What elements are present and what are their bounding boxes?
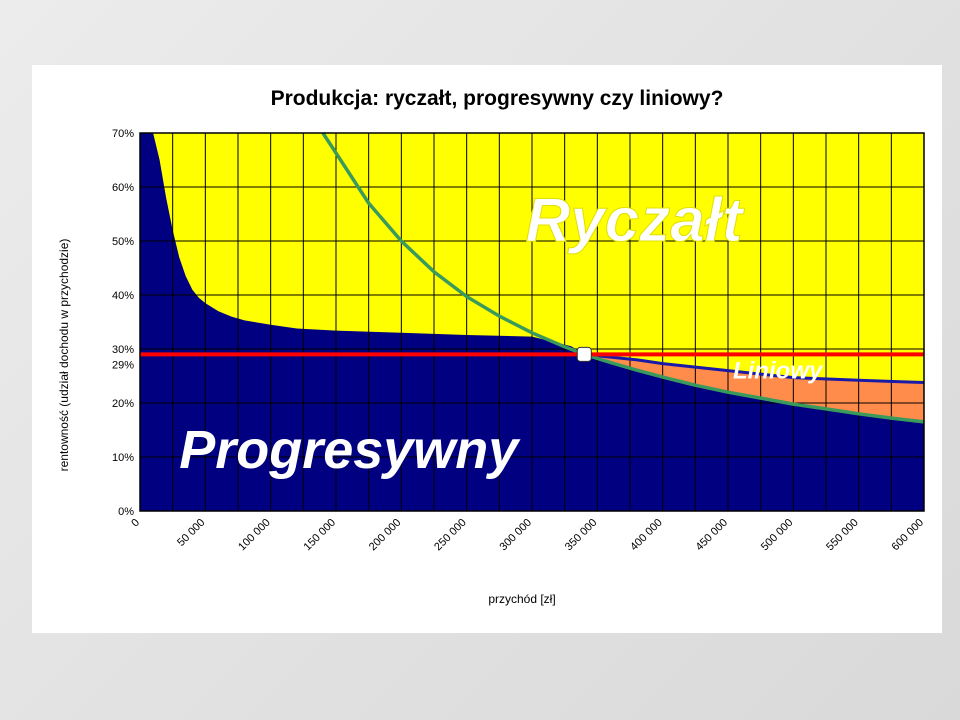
y-tick-label: 70%: [112, 128, 134, 140]
plot-area: Ryczałt Progresywny Liniowy: [139, 132, 925, 512]
x-axis-label: przychód [zł]: [488, 592, 555, 606]
progresywny-label: Progresywny: [179, 420, 521, 480]
chart-title: Produkcja: ryczałt, progresywny czy lini…: [271, 87, 724, 110]
ryczalt-label: Ryczałt: [525, 186, 744, 255]
flat-tax-line: [584, 352, 925, 384]
liniowy-region: [584, 354, 924, 422]
chart-svg: Produkcja: ryczałt, progresywny czy lini…: [32, 65, 942, 633]
intersection-marker: [576, 346, 592, 362]
y-tick-label: 30%: [112, 344, 134, 356]
y-tick-label: 40%: [112, 290, 134, 302]
y-tick-label: 10%: [112, 452, 134, 464]
y-axis-label: rentowność (udział dochodu w przychodzie…: [57, 239, 71, 472]
slide-frame: Produkcja: ryczałt, progresywny czy lini…: [32, 65, 942, 633]
y-tick-label: 20%: [112, 398, 134, 410]
lump-sum-line: [321, 132, 925, 424]
plot-border: [139, 132, 925, 512]
liniowy-label: Liniowy: [733, 358, 824, 385]
y-tick-label: 60%: [112, 182, 134, 194]
y-tick-label: 50%: [112, 236, 134, 248]
reference-value-label: 29%: [112, 359, 134, 371]
y-tick-label: 0%: [118, 506, 134, 518]
